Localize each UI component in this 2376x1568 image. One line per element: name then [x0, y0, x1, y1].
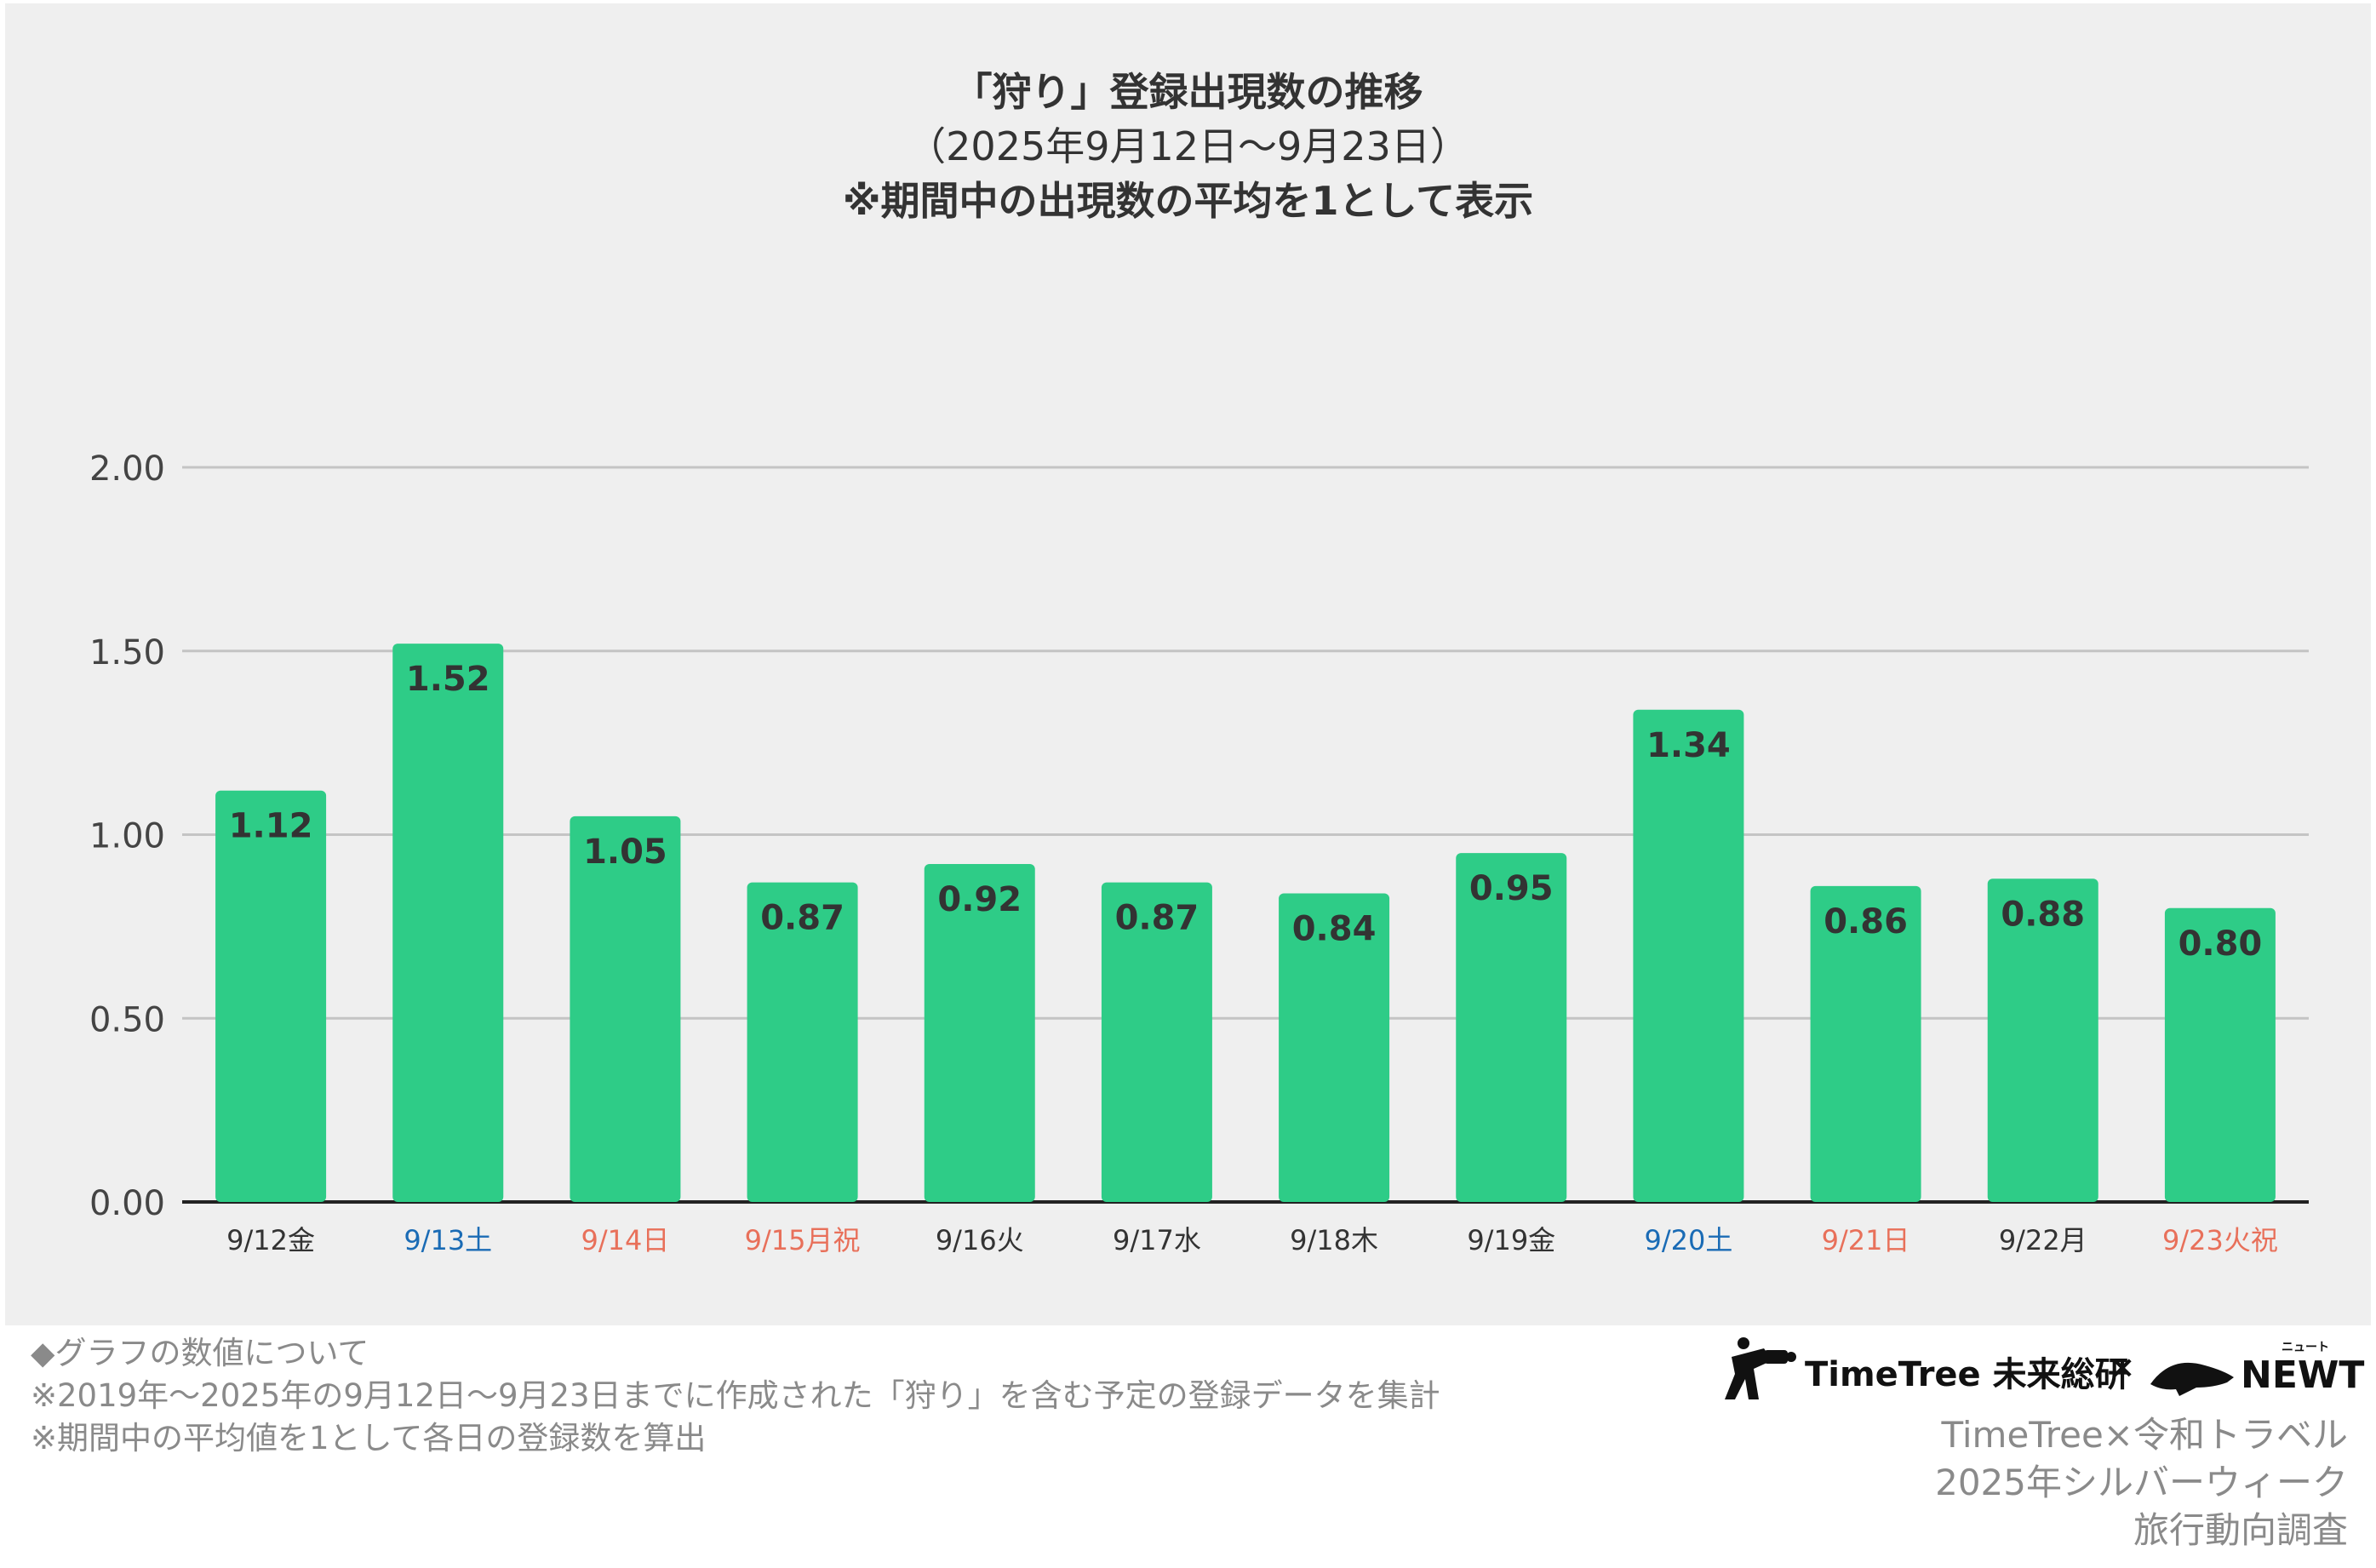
bar — [1101, 882, 1212, 1202]
newt-brand-ruby: ニュート — [2282, 1341, 2329, 1354]
bar — [1456, 853, 1567, 1202]
bar-value-label: 0.84 — [1292, 910, 1377, 949]
x-tick-label: 9/22月 — [1999, 1224, 2087, 1256]
x-tick-label: 9/12金 — [226, 1224, 315, 1256]
bar — [1279, 893, 1390, 1202]
x-tick-label: 9/23火祝 — [2162, 1224, 2278, 1256]
bar — [1633, 709, 1744, 1202]
notes-heading: ◆グラフの数値について — [31, 1335, 369, 1371]
y-tick-label: 0.00 — [89, 1184, 165, 1223]
bar-value-label: 1.52 — [406, 660, 490, 699]
bar — [1810, 885, 1921, 1202]
chart-subtitle-period: （2025年9月12日〜9月23日） — [907, 123, 1469, 169]
y-tick-label: 1.50 — [89, 633, 165, 672]
bar-value-label: 0.80 — [2178, 924, 2263, 964]
credit-line-1: TimeTree×令和トラベル — [1941, 1414, 2348, 1456]
bar-value-label: 1.34 — [1646, 726, 1731, 765]
x-tick-label: 9/18木 — [1290, 1224, 1378, 1256]
chart-subtitle-note: ※期間中の出現数の平均を1として表示 — [842, 178, 1534, 224]
x-tick-label: 9/20土 — [1644, 1224, 1732, 1256]
bar-value-label: 0.86 — [1824, 902, 1908, 941]
bar — [570, 815, 681, 1202]
brand-logos: TimeTree 未来総研 × NEWT ニュート — [1720, 1328, 2364, 1422]
notes-line-1: ※2019年〜2025年の9月12日〜9月23日までに作成された「狩り」を含む予… — [31, 1377, 1440, 1414]
credit-line-3: 旅行動向調査 — [2133, 1509, 2348, 1551]
y-tick-label: 2.00 — [89, 449, 165, 489]
bar — [924, 864, 1035, 1202]
x-tick-label: 9/13土 — [404, 1224, 492, 1256]
chart-title: 「狩り」登録出現数の推移 — [953, 69, 1423, 115]
bar — [392, 644, 504, 1202]
x-tick-label: 9/15月祝 — [745, 1224, 861, 1256]
bar — [747, 882, 858, 1202]
bar-value-label: 1.12 — [229, 807, 313, 846]
bar-value-label: 0.87 — [760, 899, 844, 938]
logo-cross: × — [2110, 1350, 2136, 1385]
y-tick-label: 1.00 — [89, 817, 165, 856]
newt-turtle-icon — [2150, 1362, 2234, 1396]
notes-line-2: ※期間中の平均値を1として各日の登録数を算出 — [31, 1420, 707, 1456]
x-tick-label: 9/19金 — [1467, 1224, 1555, 1256]
x-tick-label: 9/17水 — [1113, 1224, 1201, 1256]
x-tick-label: 9/16火 — [936, 1224, 1024, 1256]
bar-value-label: 0.92 — [937, 880, 1022, 919]
y-tick-label: 0.50 — [89, 1000, 165, 1039]
bar-value-label: 0.95 — [1469, 869, 1554, 908]
timetree-binoculars-icon — [1725, 1337, 1796, 1399]
bar-value-label: 0.88 — [2001, 895, 2085, 934]
newt-brand: NEWT — [2241, 1353, 2365, 1397]
bar-value-label: 0.87 — [1115, 899, 1199, 938]
x-tick-label: 9/14日 — [581, 1224, 669, 1256]
bar — [1987, 878, 2098, 1202]
bar-chart: 0.00 0.50 1.00 1.50 2.00 1.12 9/12金 1.52 9/13土 1.… — [89, 449, 2309, 1256]
x-tick-label: 9/21日 — [1822, 1224, 1910, 1256]
bar — [215, 790, 327, 1202]
timetree-brand: TimeTree 未来総研 — [1805, 1355, 2129, 1394]
bar-value-label: 1.05 — [583, 833, 667, 872]
bar — [2164, 907, 2276, 1202]
credit-line-2: 2025年シルバーウィーク — [1935, 1462, 2348, 1503]
